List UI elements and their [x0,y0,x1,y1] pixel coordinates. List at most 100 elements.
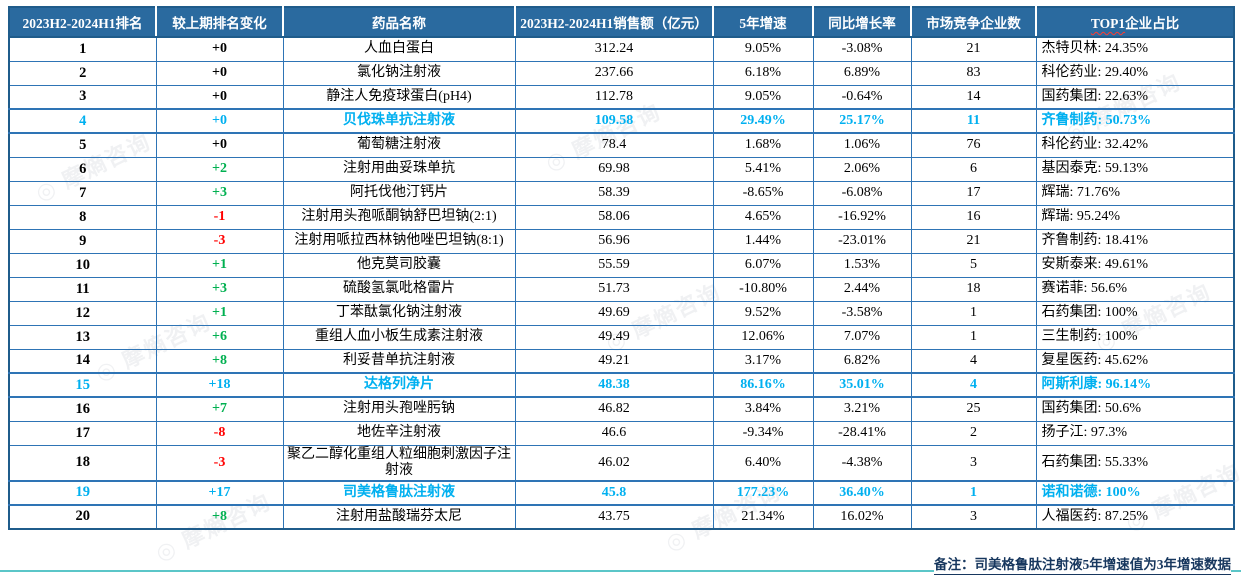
cell-drug-name: 注射用盐酸瑞芬太尼 [282,504,516,530]
cell-sales: 109.58 [514,108,714,134]
cell-yoy-growth: 25.17% [812,108,912,134]
cell-5y-growth: 9.05% [712,84,814,110]
table-row: 11 +3 硫酸氢氯吡格雷片 51.73 -10.80% 2.44% 18 赛诺菲: 56.6… [8,276,1235,302]
table-row: 7 +3 阿托伐他汀钙片 58.39 -8.65% -6.08% 17 辉瑞: 71.76% [8,180,1235,206]
cell-sales: 49.21 [514,348,714,374]
cell-rank: 18 [8,444,157,482]
cell-yoy-growth: -0.64% [812,84,912,110]
cell-sales: 58.39 [514,180,714,206]
table-row: 6 +2 注射用曲妥珠单抗 69.98 5.41% 2.06% 6 基因泰克: 59.13% [8,156,1235,182]
cell-yoy-growth: 36.40% [812,479,912,506]
cell-rank: 20 [8,504,157,530]
cell-5y-growth: 1.68% [712,132,814,158]
cell-rank: 2 [8,60,157,86]
cell-yoy-growth: -28.41% [812,420,912,446]
cell-5y-growth: -10.80% [712,276,814,302]
cell-top1-share: 杰特贝林: 24.35% [1035,36,1235,62]
cell-rank-change: -3 [155,228,284,254]
cell-yoy-growth: -3.08% [812,36,912,62]
cell-rank-change: +0 [155,84,284,110]
cell-rank: 9 [8,228,157,254]
cell-yoy-growth: 1.06% [812,132,912,158]
cell-rank: 12 [8,300,157,326]
cell-top1-share: 齐鲁制药: 18.41% [1035,228,1235,254]
table-row: 8 -1 注射用头孢哌酮钠舒巴坦钠(2:1) 58.06 4.65% -16.92% 16 辉… [8,204,1235,230]
cell-sales: 49.49 [514,324,714,350]
cell-rank-change: +0 [155,132,284,158]
table-row: 14 +8 利妥昔单抗注射液 49.21 3.17% 6.82% 4 复星医药: 45.62% [8,348,1235,374]
table-row: 16 +7 注射用头孢唑肟钠 46.82 3.84% 3.21% 25 国药集团: 50.6% [8,396,1235,422]
cell-drug-name: 注射用头孢哌酮钠舒巴坦钠(2:1) [282,204,516,230]
cell-competitors: 14 [910,84,1037,110]
table-row: 3 +0 静注人免疫球蛋白(pH4) 112.78 9.05% -0.64% 14 国药集团:… [8,84,1235,110]
cell-competitors: 1 [910,479,1037,506]
cell-yoy-growth: 35.01% [812,372,912,398]
table-row: 18 -3 聚乙二醇化重组人粒细胞刺激因子注射液 46.02 6.40% -4.38% 3 石… [8,444,1235,482]
cell-competitors: 3 [910,444,1037,482]
cell-competitors: 6 [910,156,1037,182]
cell-yoy-growth: -23.01% [812,228,912,254]
col-header-rank-change: 较上期排名变化 [155,7,283,38]
cell-rank-change: +2 [155,156,284,182]
top1-label-cn: 企业占比 [1125,16,1180,31]
cell-competitors: 76 [910,132,1037,158]
col-header-5y-growth: 5年增速 [712,7,813,38]
cell-rank-change: +0 [155,60,284,86]
cell-yoy-growth: -16.92% [812,204,912,230]
cell-rank-change: +7 [155,396,284,422]
cell-yoy-growth: 2.06% [812,156,912,182]
table-row: 20 +8 注射用盐酸瑞芬太尼 43.75 21.34% 16.02% 3 人福医药: 87.… [8,504,1235,530]
cell-top1-share: 诺和诺德: 100% [1035,479,1235,506]
cell-drug-name: 重组人血小板生成素注射液 [282,324,516,350]
cell-competitors: 1 [910,324,1037,350]
cell-yoy-growth: 16.02% [812,504,912,530]
table-row: 19 +17 司美格鲁肽注射液 45.8 177.23% 36.40% 1 诺和诺德: 100… [8,479,1235,506]
cell-5y-growth: -8.65% [712,180,814,206]
cell-competitors: 25 [910,396,1037,422]
cell-drug-name: 注射用哌拉西林钠他唑巴坦钠(8:1) [282,228,516,254]
cell-competitors: 16 [910,204,1037,230]
cell-sales: 112.78 [514,84,714,110]
col-header-rank: 2023H2-2024H1排名 [9,7,156,38]
cell-drug-name: 司美格鲁肽注射液 [282,479,516,506]
cell-top1-share: 石药集团: 100% [1035,300,1235,326]
col-header-competitors: 市场竞争企业数 [910,7,1036,38]
cell-5y-growth: 21.34% [712,504,814,530]
cell-5y-growth: 4.65% [712,204,814,230]
cell-drug-name: 利妥昔单抗注射液 [282,348,516,374]
table-row: 5 +0 葡萄糖注射液 78.4 1.68% 1.06% 76 科伦药业: 32.42% [8,132,1235,158]
cell-sales: 56.96 [514,228,714,254]
cell-sales: 237.66 [514,60,714,86]
cell-yoy-growth: -3.58% [812,300,912,326]
cell-rank-change: +0 [155,36,284,62]
cell-rank: 10 [8,252,157,278]
cell-rank: 5 [8,132,157,158]
table-row: 13 +6 重组人血小板生成素注射液 49.49 12.06% 7.07% 1 三生制药: 1… [8,324,1235,350]
cell-top1-share: 三生制药: 100% [1035,324,1235,350]
cell-5y-growth: 3.17% [712,348,814,374]
cell-top1-share: 国药集团: 50.6% [1035,396,1235,422]
col-header-top1-share: TOP1企业占比 [1035,7,1234,38]
cell-top1-share: 齐鲁制药: 50.73% [1035,108,1235,134]
cell-rank: 16 [8,396,157,422]
footnote: 备注：司美格鲁肽注射液5年增速值为3年增速数据 [934,553,1231,575]
cell-rank: 15 [8,372,157,398]
cell-drug-name: 静注人免疫球蛋白(pH4) [282,84,516,110]
table-body: 1 +0 人血白蛋白 312.24 9.05% -3.08% 21 杰特贝林: 24.35% 2… [8,36,1235,530]
table-row: 12 +1 丁苯酞氯化钠注射液 49.69 9.52% -3.58% 1 石药集团: 100% [8,300,1235,326]
col-header-yoy-growth: 同比增长率 [812,7,911,38]
cell-sales: 49.69 [514,300,714,326]
cell-yoy-growth: 3.21% [812,396,912,422]
cell-top1-share: 基因泰克: 59.13% [1035,156,1235,182]
cell-competitors: 5 [910,252,1037,278]
cell-5y-growth: 9.05% [712,36,814,62]
cell-rank-change: +8 [155,348,284,374]
cell-rank-change: +17 [155,479,284,506]
cell-5y-growth: -9.34% [712,420,814,446]
table-row: 1 +0 人血白蛋白 312.24 9.05% -3.08% 21 杰特贝林: 24.35% [8,36,1235,62]
cell-rank: 17 [8,420,157,446]
cell-rank-change: -3 [155,444,284,482]
cell-sales: 43.75 [514,504,714,530]
cell-competitors: 2 [910,420,1037,446]
table-header: 2023H2-2024H1排名 较上期排名变化 药品名称 2023H2-2024… [9,7,1234,38]
